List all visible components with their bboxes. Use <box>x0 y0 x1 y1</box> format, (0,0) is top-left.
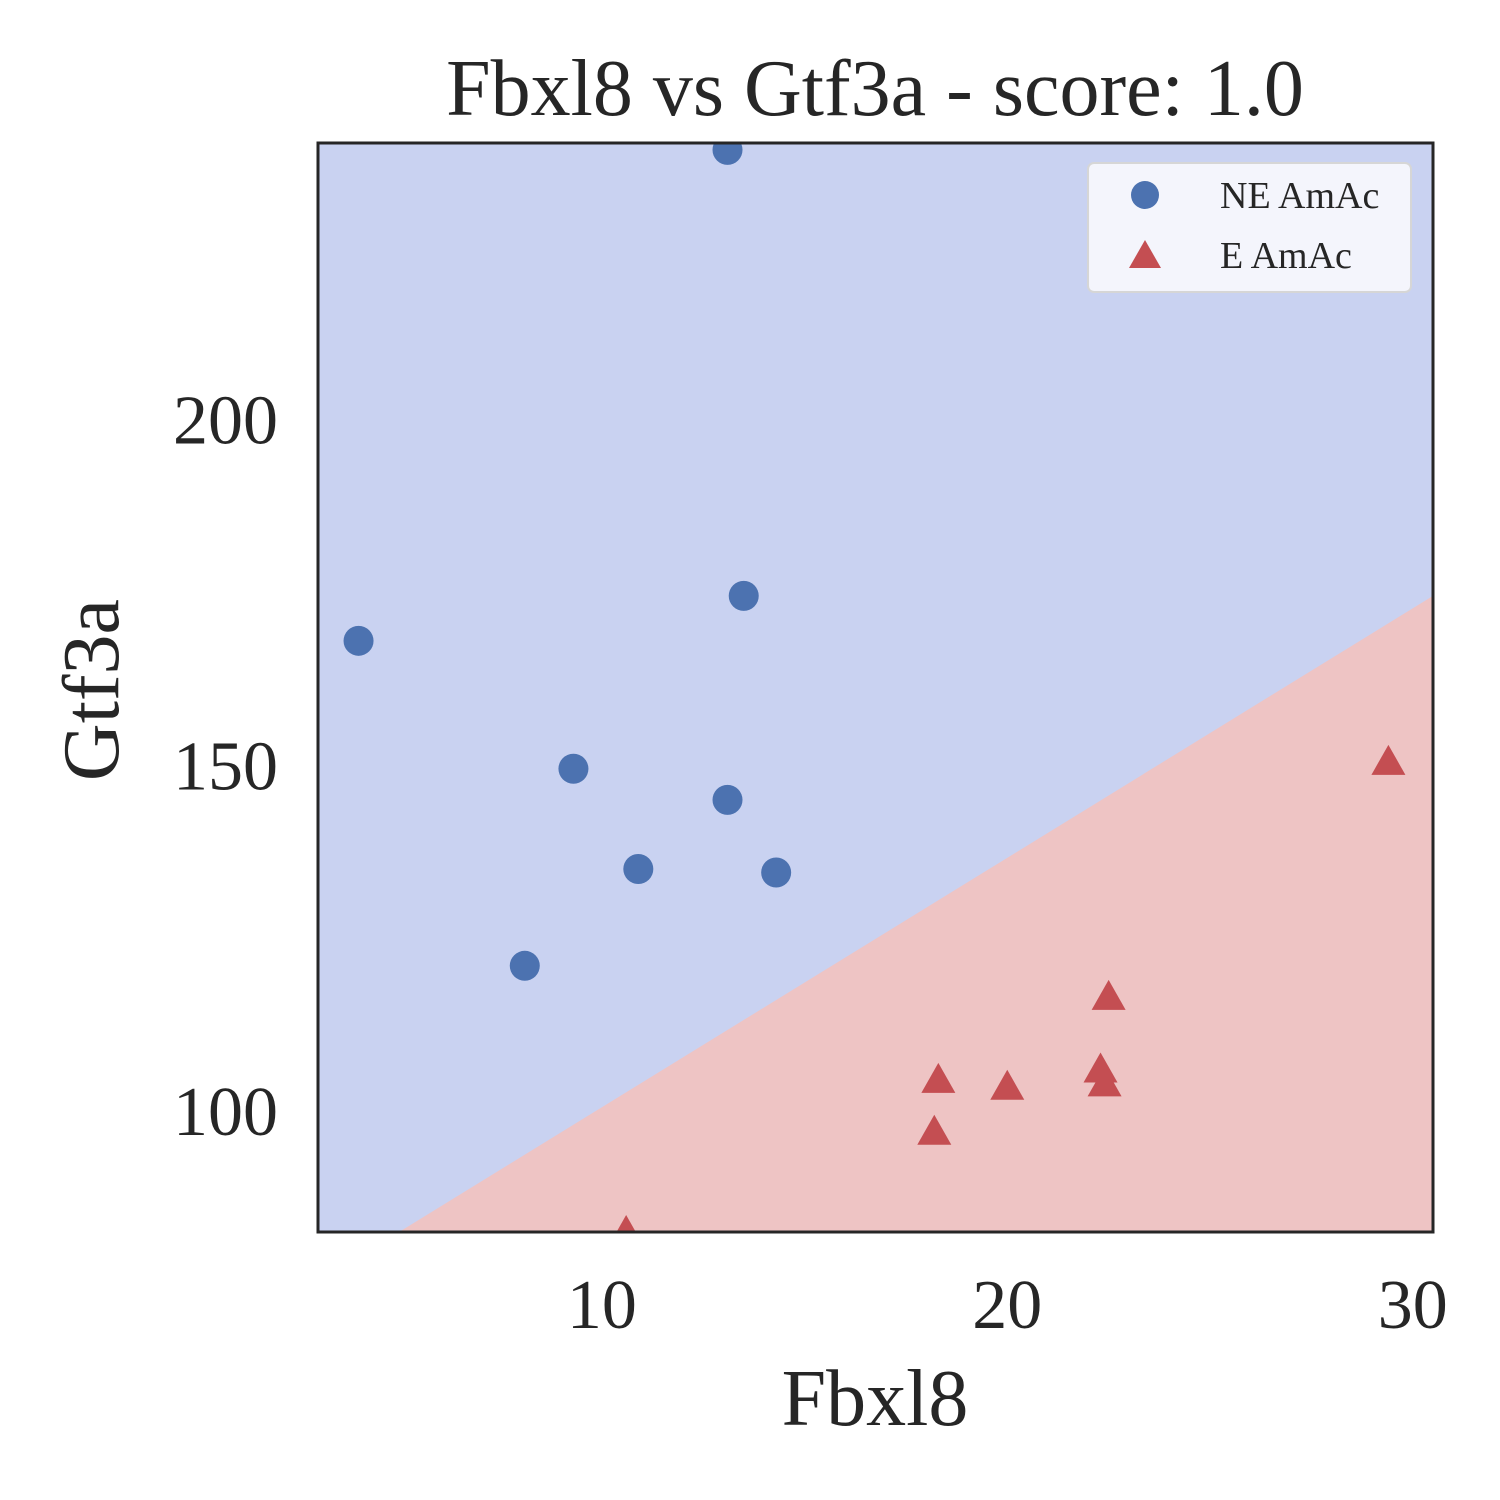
legend-marker-ne-amac <box>1131 181 1159 209</box>
legend: NE AmAc E AmAc <box>1087 162 1412 293</box>
ne-amac-point-0 <box>712 143 743 165</box>
ne-amac-point-7 <box>509 950 540 981</box>
chart-title: Fbxl8 vs Gtf3a - score: 1.0 <box>446 45 1304 133</box>
legend-label-e-amac: E AmAc <box>1220 235 1352 277</box>
ne-amac-point-2 <box>728 580 759 611</box>
ne-amac-point-3 <box>558 753 589 784</box>
x-tick-labels: 10 20 30 <box>567 1267 1448 1344</box>
data-points <box>343 143 1406 1232</box>
y-tick-label: 100 <box>173 1074 278 1151</box>
y-tick-labels: 100 150 200 <box>173 383 278 1151</box>
e-amac-point-1 <box>1091 979 1126 1010</box>
decision-regions <box>318 143 1433 1232</box>
e-amac-point-7 <box>616 1215 636 1232</box>
y-axis-label: Gtf3a <box>48 599 136 781</box>
ne-amac-point-6 <box>761 857 792 888</box>
legend-marker-e-amac <box>1129 240 1161 268</box>
ne-amac-point-1 <box>343 625 374 656</box>
y-tick-label: 150 <box>173 728 278 805</box>
e-amac-point-4 <box>921 1062 956 1093</box>
y-tick-label: 200 <box>173 383 278 460</box>
e-amac-point-5 <box>990 1069 1025 1100</box>
plot-frame <box>316 141 1435 1234</box>
e-amac-point-3 <box>1087 1066 1122 1097</box>
x-tick-label: 30 <box>1378 1267 1448 1344</box>
ne-amac-point-4 <box>712 784 743 815</box>
region-e-amac <box>399 595 1433 1232</box>
x-tick-label: 20 <box>972 1267 1042 1344</box>
x-axis-label: Fbxl8 <box>782 1355 969 1443</box>
ne-amac-point-5 <box>623 854 654 884</box>
x-tick-label: 10 <box>567 1267 637 1344</box>
e-amac-point-0 <box>1371 744 1406 775</box>
legend-label-ne-amac: NE AmAc <box>1220 175 1379 217</box>
legend-box <box>1087 162 1412 293</box>
e-amac-point-6 <box>917 1114 952 1145</box>
